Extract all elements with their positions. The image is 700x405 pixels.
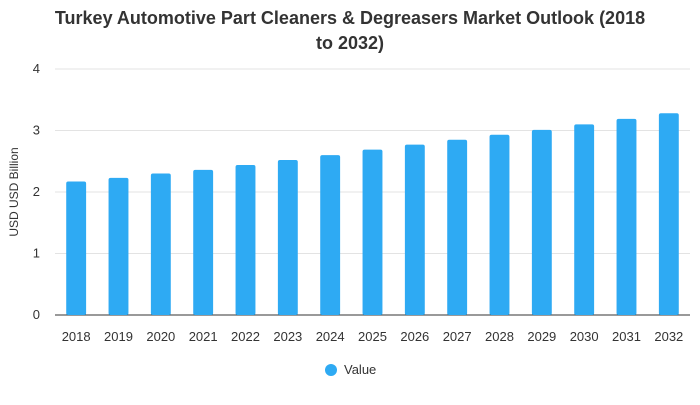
bar-2029[interactable] xyxy=(531,129,552,315)
bar-2018[interactable] xyxy=(66,181,87,315)
x-tick-label: 2021 xyxy=(189,329,218,344)
bar-2024[interactable] xyxy=(320,155,341,315)
x-tick-label: 2032 xyxy=(654,329,683,344)
x-tick-label: 2028 xyxy=(485,329,514,344)
legend-label-value: Value xyxy=(344,362,376,377)
x-tick-label: 2023 xyxy=(273,329,302,344)
bar-2026[interactable] xyxy=(404,144,425,315)
y-axis-ticks: 0 1 2 3 4 xyxy=(33,61,40,322)
bar-2030[interactable] xyxy=(574,124,595,315)
x-tick-label: 2024 xyxy=(316,329,345,344)
x-tick-label: 2019 xyxy=(104,329,133,344)
bar-2019[interactable] xyxy=(108,177,129,315)
legend[interactable]: Value xyxy=(325,362,376,377)
x-tick-label: 2025 xyxy=(358,329,387,344)
x-axis-ticks: 2018 2019 2020 2021 2022 2023 2024 2025 2026 2027… xyxy=(62,329,684,344)
legend-swatch xyxy=(325,364,337,376)
y-tick-label: 1 xyxy=(33,246,40,261)
bar-2021[interactable] xyxy=(193,169,214,315)
bar-2031[interactable] xyxy=(616,118,637,315)
bar-2025[interactable] xyxy=(362,149,383,315)
chart-title-line-2: to 2032) xyxy=(316,33,384,53)
bar-2022[interactable] xyxy=(235,164,256,315)
chart-title-line-1: Turkey Automotive Part Cleaners & Degrea… xyxy=(55,8,645,28)
y-tick-label: 0 xyxy=(33,307,40,322)
x-tick-label: 2030 xyxy=(570,329,599,344)
x-tick-label: 2027 xyxy=(443,329,472,344)
y-axis-label: USD USD Billion xyxy=(7,147,21,236)
x-tick-label: 2026 xyxy=(400,329,429,344)
y-tick-label: 4 xyxy=(33,61,40,76)
x-tick-label: 2020 xyxy=(146,329,175,344)
bars xyxy=(66,113,679,315)
bar-2032[interactable] xyxy=(658,113,679,315)
bar-2023[interactable] xyxy=(277,160,298,315)
y-tick-label: 2 xyxy=(33,184,40,199)
bar-2028[interactable] xyxy=(489,134,510,315)
x-tick-label: 2031 xyxy=(612,329,641,344)
y-tick-label: 3 xyxy=(33,123,40,138)
bar-2020[interactable] xyxy=(150,173,171,315)
x-tick-label: 2022 xyxy=(231,329,260,344)
x-tick-label: 2029 xyxy=(527,329,556,344)
bar-2027[interactable] xyxy=(447,139,468,315)
x-tick-label: 2018 xyxy=(62,329,91,344)
